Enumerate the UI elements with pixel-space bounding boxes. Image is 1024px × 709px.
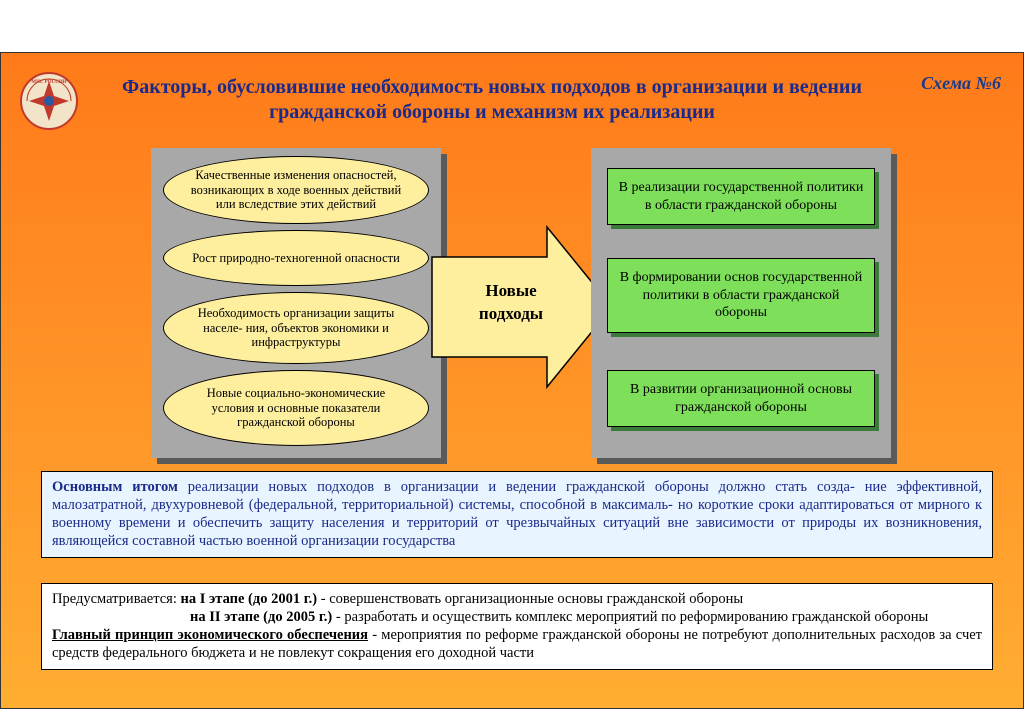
approach-box: В формировании основ государственной пол… bbox=[607, 258, 875, 333]
stages-prefix: Предусматривается: bbox=[52, 591, 181, 607]
arrow-label-line: Новые bbox=[485, 281, 536, 300]
factor-ellipse: Качественные изменения опасностей, возни… bbox=[163, 156, 429, 224]
summary-lead: Основным итогом bbox=[52, 479, 178, 495]
approaches-panel: В реализации государственной политики в … bbox=[591, 148, 891, 458]
approach-box: В реализации государственной политики в … bbox=[607, 168, 875, 225]
stage1-text: - совершенствовать организационные основ… bbox=[317, 591, 743, 607]
factors-panel: Качественные изменения опасностей, возни… bbox=[151, 148, 441, 458]
stage2-label: на II этапе (до 2005 г.) bbox=[190, 609, 332, 625]
stage1-label: на I этапе (до 2001 г.) bbox=[181, 591, 318, 607]
stage2-text: - разработать и осуществить комплекс мер… bbox=[332, 609, 928, 625]
schema-number: Схема №6 bbox=[921, 73, 1001, 94]
principle-label: Главный принцип экономического обеспечен… bbox=[52, 627, 368, 643]
slide-canvas: МЧС РОССИИ Схема №6 Факторы, обусловивши… bbox=[0, 52, 1024, 709]
stages-box: Предусматривается: на I этапе (до 2001 г… bbox=[41, 583, 993, 670]
diagram: Качественные изменения опасностей, возни… bbox=[151, 148, 891, 458]
slide-title: Факторы, обусловившие необходимость новы… bbox=[91, 75, 893, 125]
factor-ellipse: Необходимость организации защиты населе-… bbox=[163, 292, 429, 364]
arrow-label-line: подходы bbox=[479, 304, 543, 323]
approach-box: В развитии организационной основы гражда… bbox=[607, 370, 875, 427]
factor-ellipse: Новые социально-экономические условия и … bbox=[163, 370, 429, 446]
summary-text: реализации новых подходов в организации … bbox=[52, 479, 982, 549]
mchs-emblem-icon: МЧС РОССИИ bbox=[19, 71, 79, 131]
arrow-label: Новые подходы bbox=[451, 280, 571, 326]
factor-ellipse: Рост природно-техногенной опасности bbox=[163, 230, 429, 286]
top-whitespace bbox=[0, 0, 1024, 52]
svg-text:МЧС РОССИИ: МЧС РОССИИ bbox=[31, 80, 66, 85]
summary-box: Основным итогом реализации новых подходо… bbox=[41, 471, 993, 558]
